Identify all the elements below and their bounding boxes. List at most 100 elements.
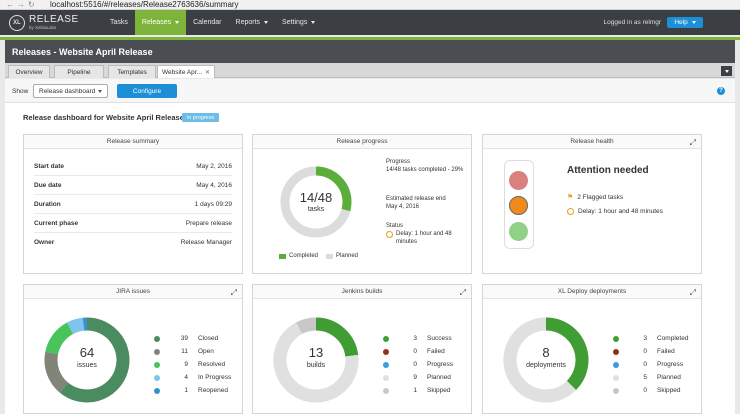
- donut-segment-planned[interactable]: [273, 322, 359, 403]
- dashboard-select[interactable]: Release dashboard: [33, 84, 108, 98]
- nav-calendar[interactable]: Calendar: [186, 10, 228, 35]
- tab-overview[interactable]: Overview: [8, 65, 50, 78]
- page-title: Releases - Website April Release: [5, 40, 735, 63]
- donut-segment-skipped[interactable]: [296, 317, 317, 335]
- nav-tasks[interactable]: Tasks: [103, 10, 135, 35]
- legend-label: Completed: [657, 335, 689, 342]
- app-logo[interactable]: XL RELEASE by XebiaLabs: [9, 14, 103, 31]
- donut-segment-open[interactable]: [44, 351, 69, 393]
- legend-dot: [154, 335, 160, 342]
- summary-row: Duration 1 days 09:29: [34, 195, 232, 214]
- close-icon[interactable]: ✕: [204, 69, 210, 76]
- donut-segment-success[interactable]: [315, 317, 359, 357]
- tab-label: Templates: [117, 68, 147, 76]
- summary-row: Current phase Prepare release: [34, 214, 232, 233]
- legend-swatch: [279, 253, 286, 259]
- flag-icon: ⚑: [567, 194, 574, 201]
- chevron-down-icon: [311, 21, 316, 24]
- browser-toolbar: ←→↻ localhost:5516/#/releases/Release276…: [0, 0, 740, 10]
- tab-website-april-release[interactable]: Website Apr... ✕: [157, 65, 215, 78]
- tab-pipeline[interactable]: Pipeline: [54, 65, 104, 78]
- progress-text: 14/48 tasks completed - 29%: [386, 167, 464, 173]
- legend-count: 0: [643, 387, 647, 394]
- tab-label: Pipeline: [67, 68, 91, 76]
- legend-label: Resolved: [198, 361, 226, 368]
- tile-title-text: Release summary: [106, 138, 160, 145]
- summary-key: Start date: [34, 162, 64, 170]
- summary-value: Prepare release: [185, 219, 232, 227]
- summary-value: May 4, 2016: [196, 181, 232, 189]
- donut-segment-closed[interactable]: [60, 317, 130, 403]
- tile-title: Release progress: [253, 135, 471, 149]
- status-heading: Status: [386, 223, 404, 229]
- xl-logo-icon: XL: [9, 14, 25, 31]
- legend-count: 1: [413, 387, 417, 394]
- legend-item: 1 Skipped: [383, 387, 451, 394]
- legend-item: 1 Reopened: [154, 387, 228, 394]
- tile-title-text: XL Deploy deployments: [557, 288, 627, 295]
- status-text: Delay: 1 hour and 48 minutes: [396, 231, 452, 246]
- top-navigation: XL RELEASE by XebiaLabs Tasks Releases C…: [0, 10, 740, 35]
- legend-count: 3: [413, 335, 417, 342]
- summary-key: Owner: [34, 239, 55, 246]
- legend-label: Progress: [657, 361, 684, 368]
- nav-tasks-label: Tasks: [110, 19, 128, 26]
- legend-item: 39 Closed: [154, 335, 218, 342]
- expand-icon[interactable]: ⤢: [689, 138, 696, 147]
- flagged-tasks[interactable]: ⚑ 2 Flagged tasks: [567, 193, 623, 202]
- legend-label: Progress: [427, 361, 454, 368]
- help-label: Help: [674, 19, 688, 26]
- health-heading: Attention needed: [567, 165, 649, 176]
- status-badge: in progress: [182, 113, 220, 122]
- legend-label: Planned: [427, 374, 451, 381]
- orange-light: [509, 196, 528, 215]
- legend-label: Failed: [657, 348, 675, 355]
- legend-dot: [154, 348, 160, 355]
- legend-label: Planned: [336, 253, 359, 259]
- expand-icon[interactable]: ⤢: [459, 288, 466, 297]
- nav-calendar-label: Calendar: [193, 19, 222, 26]
- progress-completed-arc: [280, 166, 352, 238]
- tab-templates[interactable]: Templates: [108, 65, 156, 78]
- legend-count: 5: [643, 374, 647, 381]
- nav-reports[interactable]: Reports: [229, 10, 276, 35]
- configure-button[interactable]: Configure: [117, 84, 177, 98]
- donut-segment-completed[interactable]: [545, 317, 589, 391]
- tile-title: XL Deploy deployments ⤢: [483, 285, 701, 299]
- delay-text: Delay: 1 hour and 48 minutes: [578, 208, 663, 215]
- accent-divider: [0, 37, 740, 40]
- legend-dot: [613, 348, 619, 355]
- legend-label: Completed: [289, 253, 319, 259]
- nav-settings[interactable]: Settings: [275, 10, 322, 35]
- legend-dot: [613, 335, 619, 342]
- legend-item: 3 Completed: [613, 335, 688, 342]
- legend-label: Failed: [427, 348, 445, 355]
- legend-label: Closed: [198, 335, 219, 342]
- legend-dot: [154, 374, 160, 381]
- help-button[interactable]: Help: [667, 17, 703, 28]
- clock-icon: [567, 208, 574, 215]
- legend-dot: [383, 361, 389, 368]
- donut-segment-planned[interactable]: [503, 317, 577, 403]
- nav-settings-label: Settings: [282, 19, 308, 26]
- donut-segment-in-progress[interactable]: [66, 317, 85, 335]
- legend-item: 4 In Progress: [154, 374, 231, 381]
- dashboard-content: Show Release dashboard Configure ? Relea…: [5, 79, 735, 414]
- release-progress-tile: Release progress 14/48 tasks Completed P…: [252, 134, 472, 274]
- release-health-tile: Release health ⤢ Attention needed ⚑ 2 Flag…: [482, 134, 702, 274]
- donut-segment-resolved[interactable]: [45, 322, 74, 355]
- browser-nav-icons[interactable]: ←→↻: [6, 0, 38, 9]
- logged-in-user[interactable]: Logged in as relmgr: [603, 19, 661, 26]
- legend-dot: [613, 387, 619, 394]
- legend-label: Skipped: [657, 387, 681, 394]
- tabs-overflow-button[interactable]: [721, 66, 732, 76]
- help-icon[interactable]: ?: [717, 87, 725, 95]
- address-bar[interactable]: localhost:5516/#/releases/Release2763636…: [50, 0, 239, 9]
- tile-title: JIRA issues ⤢: [24, 285, 242, 299]
- legend-dot: [613, 361, 619, 368]
- legend-count: 4: [184, 374, 188, 381]
- jira-total: 64: [79, 345, 95, 360]
- nav-releases[interactable]: Releases: [134, 10, 187, 35]
- expand-icon[interactable]: ⤢: [689, 288, 696, 297]
- expand-icon[interactable]: ⤢: [230, 288, 237, 297]
